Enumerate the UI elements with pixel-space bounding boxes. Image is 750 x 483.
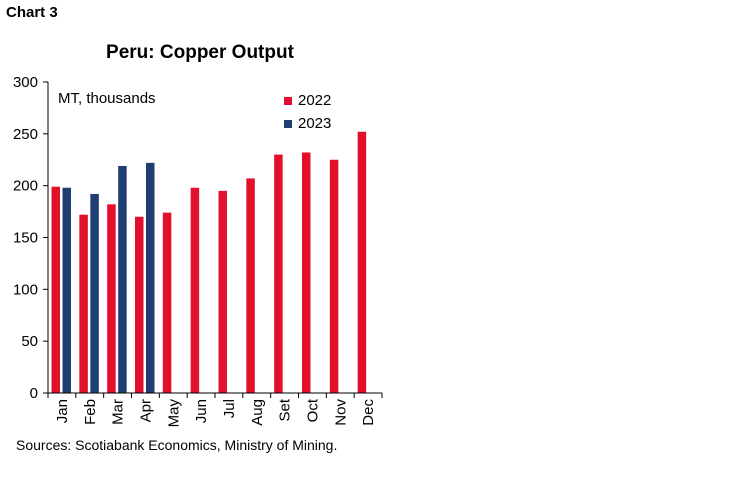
bar-2022-mar: [107, 204, 116, 393]
source-note: Sources: Scotiabank Economics, Ministry …: [16, 437, 338, 453]
unit-label: MT, thousands: [58, 90, 156, 107]
legend-label-2022: 2022: [298, 92, 332, 109]
x-tick-label-feb: Feb: [82, 399, 99, 425]
bar-2023-apr: [146, 162, 155, 393]
bar-2022-set: [274, 154, 283, 393]
legend-item-2022: 2022: [284, 92, 331, 109]
x-tick-label-set: Set: [277, 398, 294, 421]
bar-2022-may: [162, 212, 172, 393]
bar-2022-apr: [135, 216, 144, 393]
bar-2022-jul: [218, 190, 227, 393]
legend-label-2023: 2023: [298, 115, 332, 132]
bar-2022-nov: [329, 159, 339, 393]
x-tick-label-dec: Dec: [360, 399, 377, 426]
x-tick-label-oct: Oct: [304, 398, 321, 422]
legend-item-2023: 2023: [284, 115, 331, 132]
bar-2022-jun: [190, 187, 200, 393]
bar-2022-dec: [357, 131, 367, 393]
y-tick-label-300: 300: [13, 74, 38, 91]
chart-title: Peru: Copper Output: [106, 42, 294, 63]
bar-2022-jan: [51, 186, 60, 393]
x-tick-label-jul: Jul: [221, 399, 238, 418]
y-tick-label-200: 200: [13, 178, 38, 195]
y-tick-label-0: 0: [30, 385, 38, 402]
x-tick-label-nov: Nov: [332, 399, 349, 426]
x-tick-label-mar: Mar: [110, 399, 127, 425]
x-tick-label-may: May: [165, 399, 182, 428]
x-tick-label-apr: Apr: [137, 399, 154, 422]
x-tick-label-jan: Jan: [54, 399, 71, 423]
bar-2023-jan: [62, 187, 71, 393]
bar-2022-oct: [302, 152, 311, 393]
bar-2022-aug: [246, 178, 255, 393]
legend-swatch-2022: [284, 96, 292, 105]
legend-swatch-2023: [284, 119, 292, 128]
y-tick-label-50: 50: [21, 333, 38, 350]
y-tick-label-100: 100: [13, 281, 38, 298]
y-tick-label-250: 250: [13, 126, 38, 143]
bar-2022-feb: [79, 214, 88, 393]
x-tick-label-aug: Aug: [249, 399, 266, 426]
y-tick-label-150: 150: [13, 230, 38, 247]
chart-number-label: Chart 3: [6, 4, 58, 21]
bar-2023-mar: [118, 165, 127, 393]
x-tick-label-jun: Jun: [193, 399, 210, 423]
bar-2023-feb: [90, 193, 99, 393]
